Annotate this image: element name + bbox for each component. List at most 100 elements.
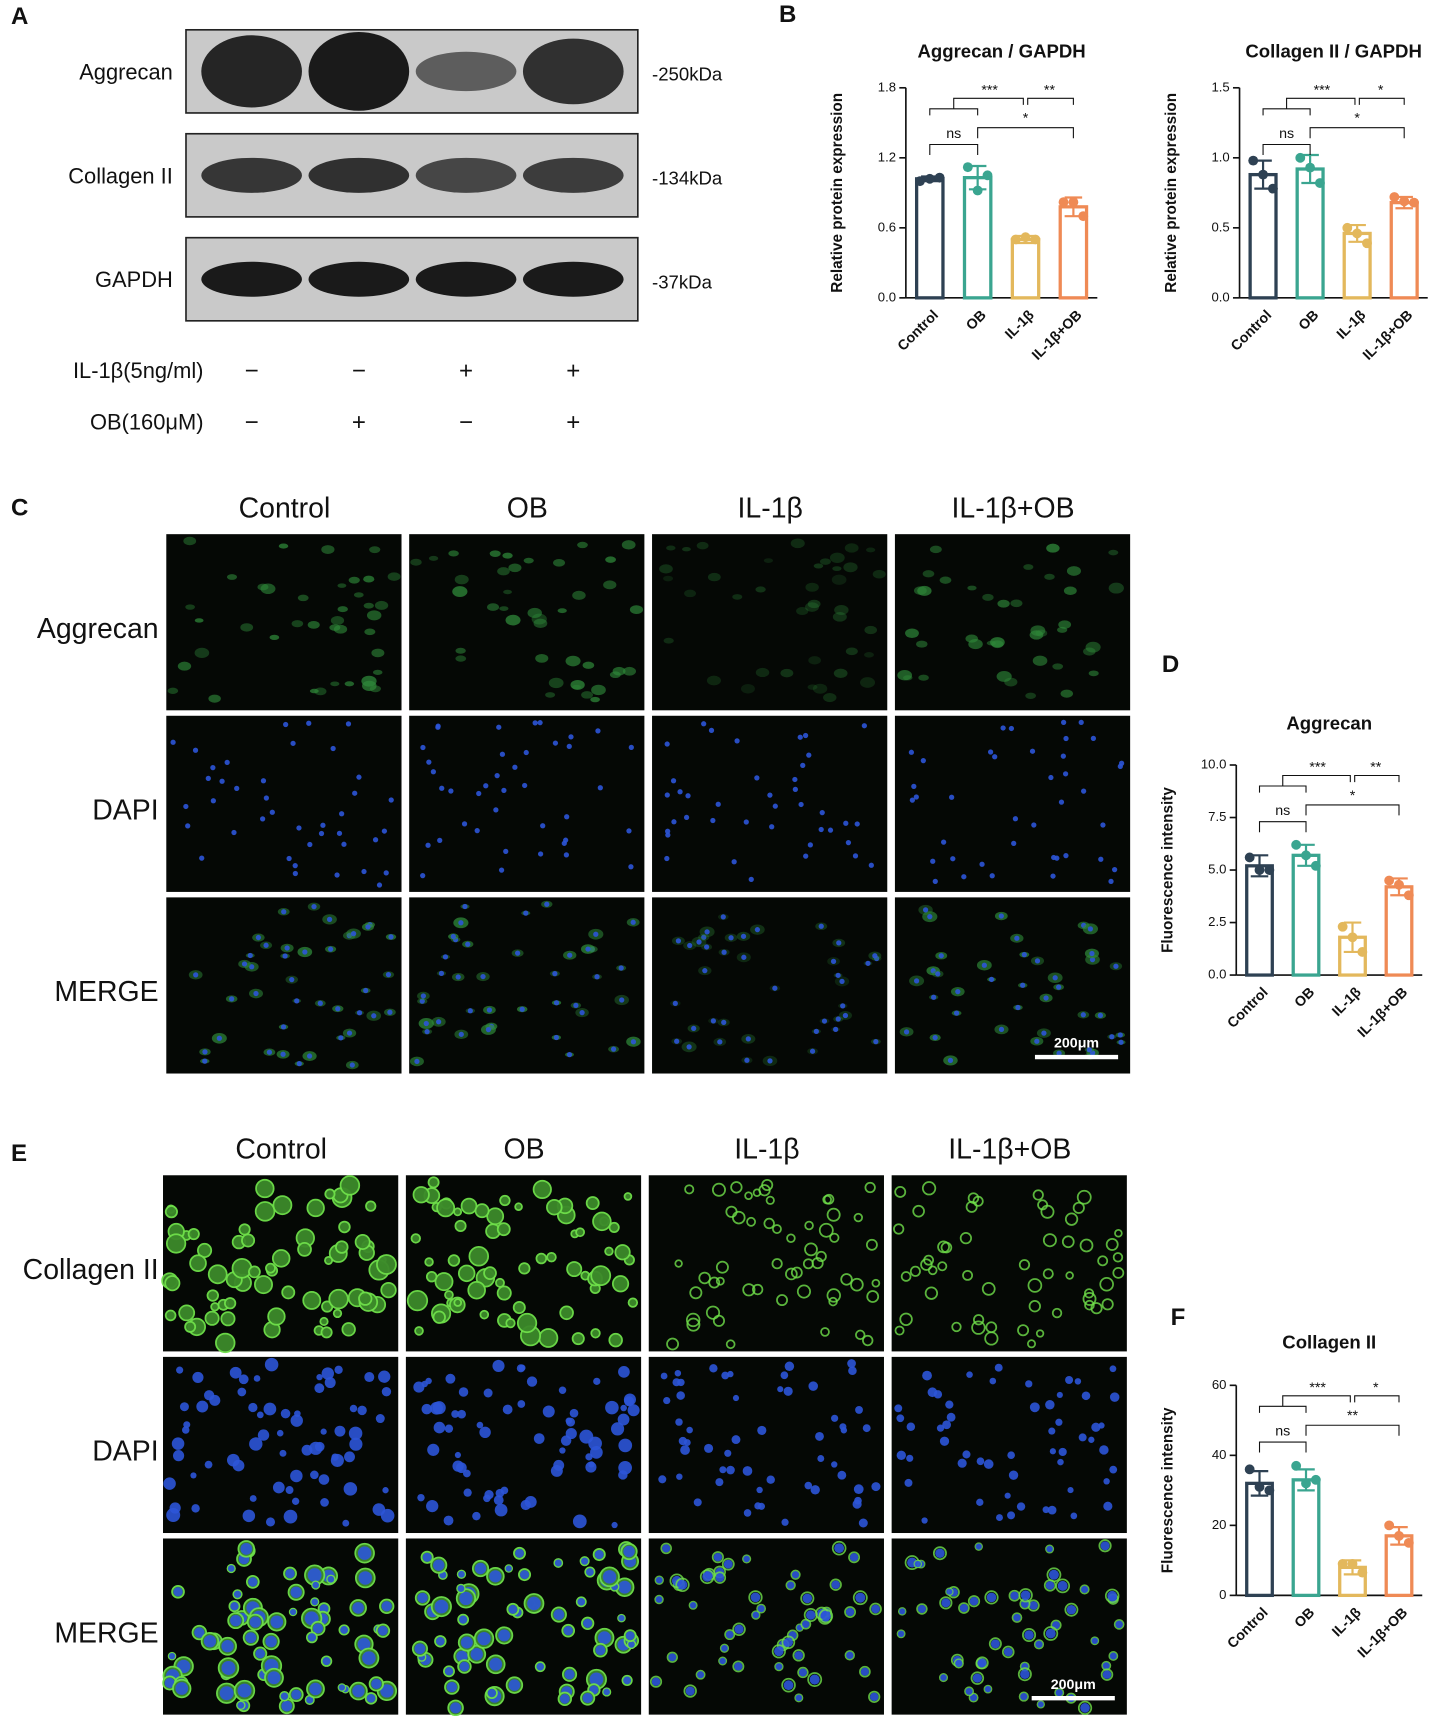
nucleus bbox=[1080, 1585, 1089, 1594]
data-point bbox=[1310, 1474, 1321, 1485]
nucleus bbox=[1034, 958, 1041, 964]
nucleus bbox=[345, 721, 352, 727]
nucleus bbox=[671, 819, 677, 825]
nucleus bbox=[1098, 856, 1104, 862]
bar bbox=[914, 177, 945, 300]
cell bbox=[497, 567, 510, 576]
nucleus bbox=[248, 1577, 258, 1587]
nucleus bbox=[1056, 1050, 1062, 1056]
nucleus bbox=[1103, 1501, 1113, 1511]
cell bbox=[623, 1192, 633, 1201]
nucleus bbox=[508, 1679, 521, 1691]
nucleus bbox=[307, 841, 313, 848]
nucleus bbox=[787, 1581, 795, 1589]
cell bbox=[448, 550, 459, 557]
cell bbox=[972, 1314, 985, 1326]
cell bbox=[805, 602, 819, 612]
cell bbox=[1083, 1288, 1095, 1299]
nucleus bbox=[1003, 1647, 1013, 1657]
cell bbox=[686, 1317, 701, 1332]
cell bbox=[605, 556, 616, 563]
cell bbox=[608, 1221, 620, 1233]
nucleus bbox=[827, 827, 834, 833]
nucleus bbox=[702, 1571, 713, 1582]
nucleus bbox=[840, 1003, 846, 1009]
nucleus bbox=[940, 1674, 947, 1681]
nucleus bbox=[757, 1425, 767, 1435]
nucleus bbox=[552, 970, 558, 977]
size-label: -250kDa bbox=[652, 64, 723, 85]
nucleus bbox=[1102, 1670, 1112, 1679]
cell bbox=[1098, 1539, 1112, 1553]
cell bbox=[732, 1660, 745, 1673]
cell bbox=[829, 1578, 842, 1591]
cell bbox=[535, 654, 549, 663]
nucleus bbox=[276, 1429, 284, 1437]
cell bbox=[499, 1194, 511, 1207]
nucleus bbox=[1008, 725, 1015, 732]
data-point bbox=[1305, 162, 1316, 173]
nucleus bbox=[349, 1437, 363, 1451]
nucleus bbox=[316, 1374, 323, 1381]
cell bbox=[666, 1337, 680, 1351]
nucleus bbox=[224, 759, 230, 765]
nucleus bbox=[457, 1409, 466, 1419]
nucleus bbox=[523, 910, 529, 916]
nucleus bbox=[170, 739, 176, 745]
cell bbox=[663, 575, 674, 582]
nucleus bbox=[940, 839, 947, 845]
nucleus bbox=[550, 1464, 563, 1477]
y-tick-label: 20 bbox=[1212, 1517, 1227, 1532]
nucleus bbox=[1078, 719, 1084, 726]
nucleus bbox=[183, 1421, 191, 1429]
cell bbox=[183, 536, 197, 546]
data-point bbox=[1362, 238, 1372, 249]
nucleus bbox=[842, 1012, 849, 1019]
column-label: OB bbox=[503, 1134, 544, 1166]
nucleus bbox=[627, 1404, 640, 1417]
nucleus bbox=[709, 1364, 718, 1373]
cell bbox=[831, 1540, 847, 1556]
nucleus bbox=[628, 864, 634, 870]
nucleus bbox=[783, 1386, 793, 1396]
cell bbox=[996, 671, 1012, 682]
cell bbox=[1088, 670, 1099, 677]
cell bbox=[164, 1309, 177, 1322]
nucleus bbox=[977, 1658, 987, 1668]
nucleus bbox=[286, 855, 292, 862]
nucleus bbox=[266, 1049, 273, 1055]
significance-label: ns bbox=[1279, 126, 1294, 142]
nucleus bbox=[743, 819, 749, 825]
cell bbox=[804, 1220, 814, 1231]
data-point bbox=[1384, 875, 1395, 886]
nucleus bbox=[979, 861, 985, 867]
nucleus bbox=[744, 1057, 750, 1063]
nucleus bbox=[710, 817, 716, 824]
nucleus bbox=[192, 1371, 204, 1384]
nucleus bbox=[845, 839, 852, 846]
nucleus bbox=[617, 1413, 630, 1426]
y-axis-label: Relative protein expression bbox=[1163, 93, 1180, 293]
panel-label: C bbox=[11, 494, 28, 521]
cell bbox=[794, 1693, 804, 1703]
nucleus bbox=[861, 723, 867, 729]
cell bbox=[1018, 1691, 1029, 1702]
nucleus bbox=[976, 1498, 984, 1507]
nucleus bbox=[1100, 822, 1106, 828]
nucleus bbox=[724, 1449, 732, 1457]
cell bbox=[1100, 1668, 1114, 1681]
nucleus bbox=[436, 1019, 442, 1025]
nucleus bbox=[715, 801, 721, 807]
cell bbox=[683, 1684, 697, 1698]
nucleus bbox=[450, 1702, 462, 1714]
nucleus bbox=[807, 842, 813, 848]
nucleus bbox=[1080, 1703, 1090, 1713]
cell bbox=[751, 1610, 761, 1620]
nucleus bbox=[242, 1509, 256, 1523]
nucleus bbox=[483, 1388, 493, 1398]
cell bbox=[496, 1222, 511, 1237]
cell bbox=[590, 696, 600, 703]
nucleus bbox=[668, 1653, 677, 1662]
nucleus bbox=[848, 1366, 857, 1376]
nucleus bbox=[854, 821, 860, 827]
